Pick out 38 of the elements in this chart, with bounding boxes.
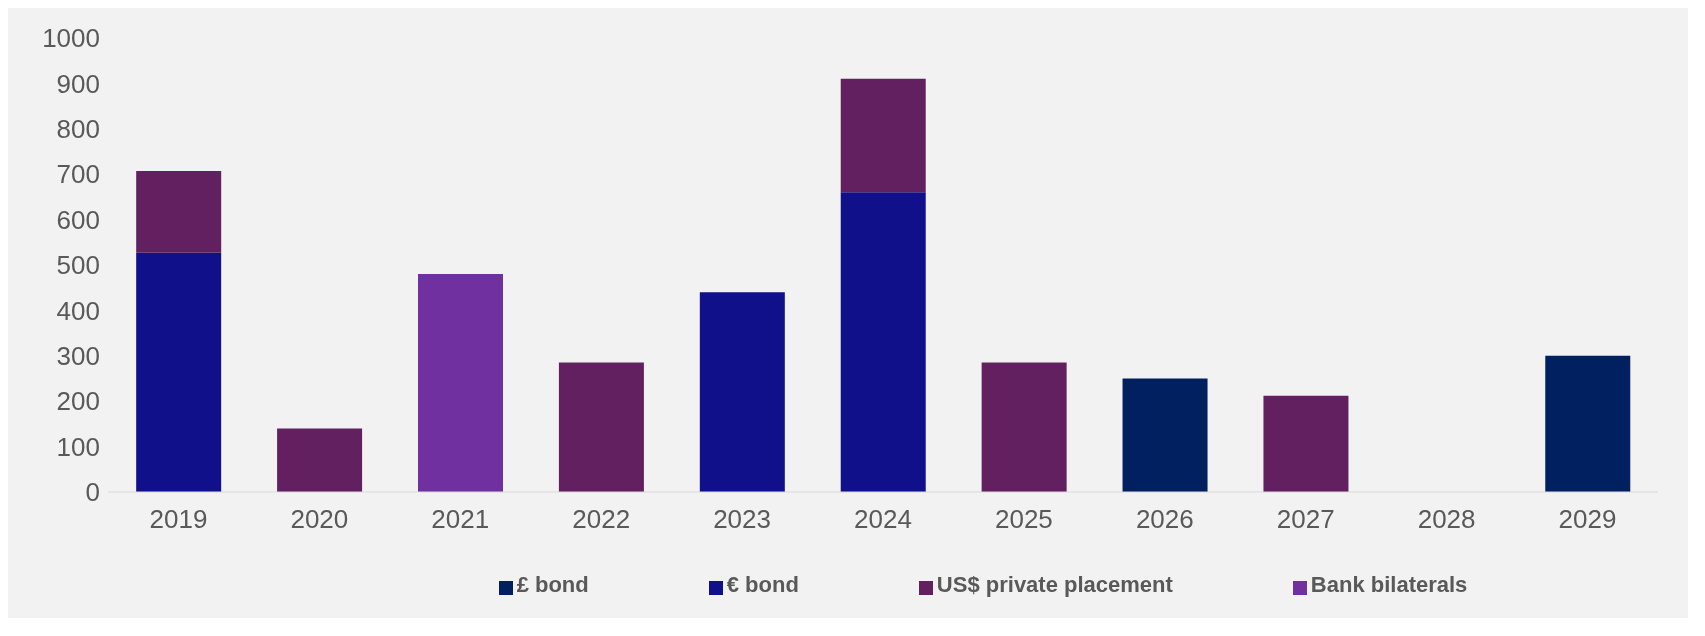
- legend-label: € bond: [726, 572, 799, 597]
- y-tick-label: 900: [56, 68, 100, 99]
- y-tick-label: 600: [56, 204, 100, 235]
- y-tick-label: 100: [56, 431, 100, 462]
- x-tick-label: 2023: [713, 504, 772, 535]
- x-tick-label: 2026: [1135, 504, 1194, 535]
- y-tick-label: 0: [85, 477, 100, 508]
- y-tick-label: 200: [56, 386, 100, 417]
- x-tick-label: 2024: [854, 504, 912, 535]
- y-tick-label: 1000: [42, 23, 100, 54]
- bar: [277, 428, 363, 492]
- bar: [136, 252, 222, 492]
- y-tick-label: 500: [56, 250, 100, 281]
- x-tick-label: 2019: [149, 504, 208, 535]
- bar: [418, 274, 503, 492]
- x-tick-label: 2027: [1276, 504, 1335, 535]
- y-tick-label: 700: [56, 159, 100, 190]
- bar: [840, 192, 926, 492]
- legend-label: US$ private placement: [936, 572, 1173, 597]
- x-tick-label: 2025: [994, 504, 1053, 535]
- bar: [1545, 355, 1631, 492]
- bar: [840, 78, 926, 193]
- legend-label: £ bond: [516, 572, 589, 597]
- x-tick-label: 2028: [1417, 504, 1476, 535]
- bar: [1122, 378, 1208, 492]
- x-tick-label: 2021: [431, 504, 490, 535]
- x-tick-label: 2022: [572, 504, 631, 535]
- y-tick-label: 800: [56, 114, 100, 145]
- bar: [699, 292, 785, 492]
- y-tick-label: 300: [56, 341, 100, 372]
- bar: [558, 362, 644, 492]
- bar: [981, 362, 1067, 492]
- x-tick-label: 2020: [290, 504, 349, 535]
- bar: [1263, 395, 1349, 492]
- x-tick-label: 2029: [1558, 504, 1617, 535]
- y-tick-label: 400: [56, 295, 100, 326]
- legend-label: Bank bilaterals: [1310, 572, 1468, 597]
- bar: [136, 171, 222, 253]
